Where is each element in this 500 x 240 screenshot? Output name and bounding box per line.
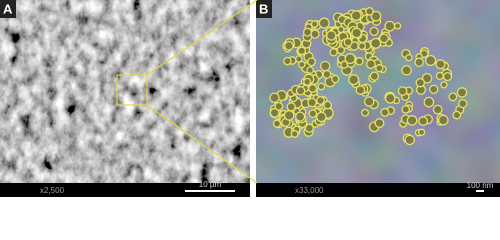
particle — [458, 98, 468, 109]
particle — [355, 85, 366, 95]
particle — [350, 10, 362, 22]
zoom-line — [146, 104, 258, 184]
particle — [369, 26, 379, 37]
particle — [294, 111, 306, 122]
label-box-a — [0, 0, 16, 18]
particle — [298, 60, 306, 69]
particle — [415, 77, 426, 88]
particle — [269, 92, 280, 103]
particle — [274, 101, 284, 111]
particle — [432, 104, 443, 115]
particle — [361, 108, 370, 117]
particle — [397, 86, 408, 96]
particle — [418, 116, 429, 127]
particle — [344, 53, 356, 65]
particle — [369, 71, 380, 81]
particle — [393, 22, 402, 30]
figure: A B x2,500 10 µm x33,000 100 nm — [0, 0, 500, 197]
particle — [317, 82, 326, 91]
particle — [316, 96, 325, 105]
particle — [435, 59, 446, 70]
particle — [269, 107, 280, 118]
particle — [283, 110, 295, 121]
scale-bar-label: 10 µm — [199, 180, 222, 189]
magnification: x2,500 — [40, 186, 65, 195]
particle — [365, 7, 374, 16]
particle — [295, 55, 303, 63]
particle — [348, 74, 360, 86]
particle — [417, 128, 426, 136]
particle-cluster — [269, 7, 468, 146]
particle — [307, 97, 317, 108]
zoom-box — [116, 74, 148, 106]
particle — [303, 77, 312, 86]
particle — [323, 100, 332, 110]
particle — [442, 72, 453, 82]
particle — [316, 111, 327, 123]
particle — [370, 10, 382, 22]
particle — [380, 107, 390, 117]
scale-bar-label: 100 nm — [467, 181, 494, 190]
particle — [363, 96, 375, 107]
particle — [406, 115, 418, 126]
particle — [326, 30, 337, 41]
label-box-b — [256, 0, 272, 18]
particle — [295, 86, 306, 96]
particle — [308, 109, 318, 119]
particle — [322, 69, 332, 79]
particle — [318, 17, 330, 29]
particle — [357, 42, 367, 51]
scale-bar — [476, 190, 484, 192]
particle — [440, 81, 448, 89]
particle — [370, 37, 382, 49]
particle — [401, 65, 412, 76]
particle — [374, 118, 385, 129]
particle — [351, 27, 362, 39]
particle — [286, 102, 296, 112]
info-bar-b — [256, 183, 500, 197]
zoom-line — [146, 0, 258, 76]
micrograph-a — [0, 0, 250, 183]
particle — [337, 25, 345, 34]
particle — [448, 92, 458, 102]
particle — [423, 96, 435, 108]
particle — [284, 40, 294, 51]
particle — [429, 84, 439, 94]
particle — [308, 83, 318, 94]
particle — [365, 59, 376, 70]
particle — [456, 87, 468, 98]
particle — [329, 48, 338, 57]
particle — [375, 64, 384, 73]
particle — [421, 73, 433, 84]
scale-bar — [185, 190, 235, 192]
panel-label: A — [3, 1, 13, 16]
particle — [404, 134, 415, 146]
particle — [414, 57, 424, 68]
particle — [437, 114, 449, 126]
particle — [283, 56, 292, 66]
particle — [355, 57, 364, 66]
particle — [435, 71, 444, 80]
particle — [306, 66, 314, 75]
particle — [343, 37, 353, 47]
info-bar-a — [0, 183, 250, 197]
panel-label: B — [259, 1, 268, 16]
magnification: x33,000 — [295, 186, 324, 195]
particle — [319, 60, 331, 72]
particle — [425, 54, 437, 67]
particle — [379, 33, 389, 44]
particle — [331, 74, 340, 84]
particle — [384, 20, 396, 32]
particle — [302, 27, 313, 37]
particle — [304, 123, 315, 133]
particle — [297, 46, 307, 56]
particle — [384, 92, 396, 104]
particle — [401, 105, 411, 114]
particle — [452, 110, 462, 120]
particle — [310, 20, 319, 28]
particle — [290, 129, 299, 138]
particle — [307, 57, 316, 67]
particle — [405, 54, 413, 62]
